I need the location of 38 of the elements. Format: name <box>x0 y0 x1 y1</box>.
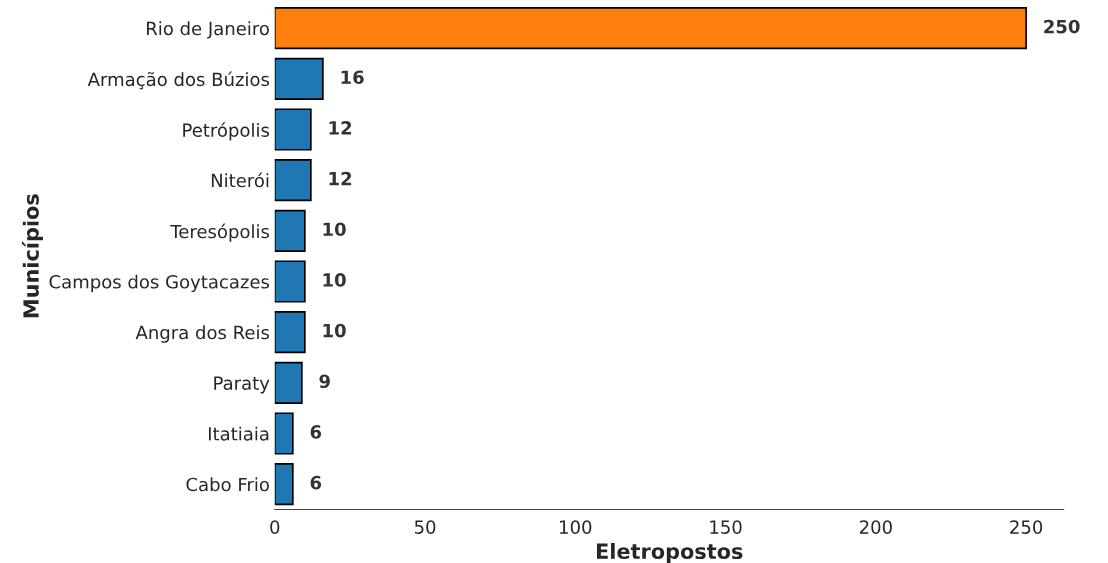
data-label: 6 <box>310 475 322 490</box>
y-tick-label: Campos dos Goytacazes <box>49 274 270 293</box>
data-label: 9 <box>319 374 330 389</box>
y-tick-label: Cabo Frio <box>186 477 269 492</box>
data-label: 12 <box>329 171 352 186</box>
y-tick-label: Rio de Janeiro <box>147 21 269 39</box>
data-label: 10 <box>323 222 346 237</box>
bar <box>274 463 294 506</box>
data-label: 10 <box>323 273 346 287</box>
y-tick-label: Armação dos Búzios <box>87 71 270 90</box>
x-tick-label: 0 <box>270 520 280 534</box>
y-tick-label: Teresópolis <box>170 223 270 242</box>
x-tick-label: 200 <box>859 520 892 534</box>
bar <box>274 159 312 202</box>
x-tick-label: 100 <box>560 520 592 534</box>
y-axis-title: Municípios <box>21 194 43 318</box>
y-tick-label: Paraty <box>214 376 270 394</box>
y-tick-label: Angra dos Reis <box>135 325 270 343</box>
x-tick-label: 50 <box>414 520 436 534</box>
data-label: 6 <box>310 425 322 439</box>
x-tick-label: 150 <box>710 520 742 534</box>
bar <box>274 108 312 151</box>
y-tick-label: Petrópolis <box>183 122 270 141</box>
y-tick-label: Niterói <box>211 172 269 188</box>
bar <box>274 57 324 100</box>
bar <box>274 311 306 354</box>
data-label: 12 <box>329 121 352 135</box>
data-label: 250 <box>1044 19 1080 34</box>
bar <box>274 361 303 404</box>
y-tick-label: Itatiaia <box>208 426 269 441</box>
bar <box>274 7 1027 50</box>
data-label: 16 <box>341 70 364 85</box>
x-tick-label: 250 <box>1010 520 1043 534</box>
bar <box>274 260 306 303</box>
x-axis-title: Eletropostos <box>596 542 743 563</box>
bar <box>274 209 306 252</box>
data-label: 10 <box>323 323 346 338</box>
bar <box>274 412 294 455</box>
